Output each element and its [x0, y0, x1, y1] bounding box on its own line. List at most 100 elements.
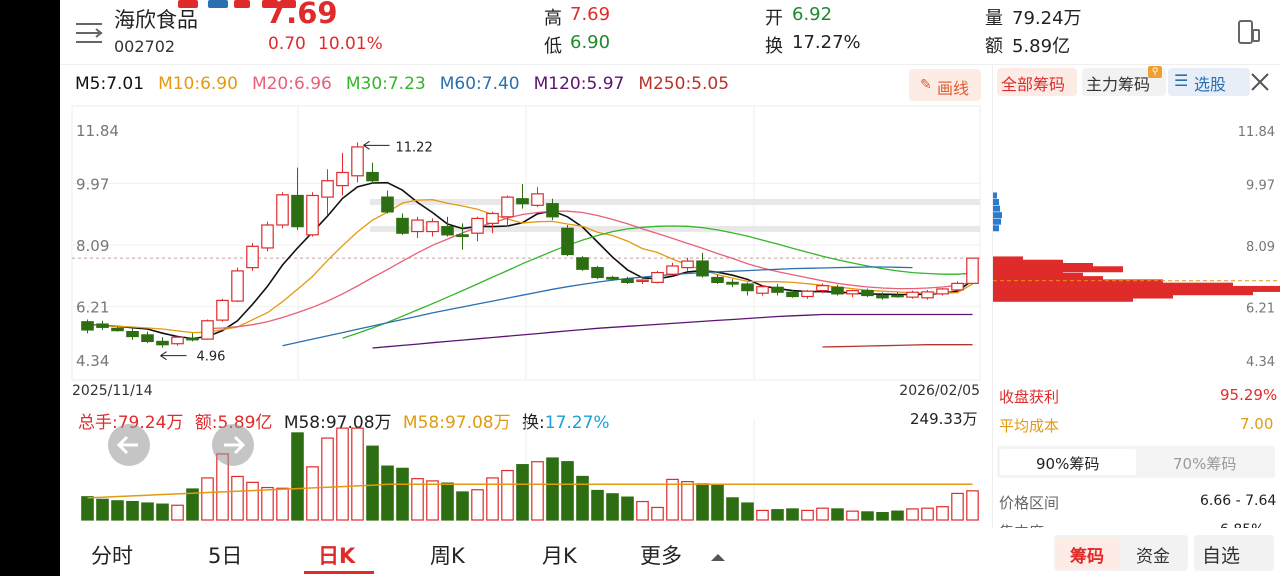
pencil-icon: ✎	[920, 77, 932, 93]
chip-bar	[993, 262, 1093, 269]
candle-body	[801, 290, 814, 298]
candle-body	[456, 234, 469, 238]
volume-bar	[426, 480, 439, 521]
ma-legend-item: M250:5.05	[638, 74, 730, 94]
volume-bar	[876, 512, 889, 521]
volume-bar	[621, 496, 634, 521]
tab-monthly-k[interactable]: 月K	[542, 544, 577, 568]
status-badges	[178, 0, 298, 10]
chip90-label: 90%筹码	[1036, 455, 1100, 473]
tab-select-stock[interactable]: ☰ 选股	[1168, 68, 1250, 96]
volume-bar	[771, 509, 784, 521]
tab-active-underline	[304, 571, 374, 574]
price-axis-label: 11.84	[76, 122, 119, 140]
tab-5day[interactable]: 5日	[208, 544, 243, 568]
candle-body	[711, 276, 724, 283]
ma-legend: M5:7.01 M10:6.90 M20:6.96 M30:7.23 M60:7.40 M…	[75, 74, 743, 94]
chip70-tab[interactable]: 70%筹码	[1137, 449, 1273, 475]
chip-bar	[993, 282, 1233, 289]
candle-body	[261, 224, 274, 249]
chip-bar-blue	[993, 199, 999, 206]
volume-bar	[456, 491, 469, 521]
volume-bar	[651, 506, 664, 521]
candlestick-chart[interactable]: 11.84 9.97 8.09 6.21 4.34 11.22 4.96 2025/11/14…	[60, 104, 990, 404]
header-divider	[60, 64, 1280, 65]
tab-intraday[interactable]: 分时	[91, 544, 133, 568]
candle-body	[741, 283, 754, 292]
volume-bar	[81, 496, 94, 521]
chip-axis-label: 6.21	[1246, 302, 1275, 317]
prev-arrow-button[interactable]	[108, 424, 150, 466]
volume-bar	[291, 432, 304, 521]
phone-switch-icon[interactable]	[1236, 18, 1262, 48]
ma-line-m60	[282, 266, 913, 347]
ma-legend-item: M5:7.01	[75, 74, 145, 94]
chip-pct-switch: 90%筹码 70%筹码	[997, 446, 1275, 478]
draw-line-button[interactable]: ✎ 画线	[909, 69, 981, 101]
date-start: 2025/11/14	[72, 383, 153, 399]
volume-axis-max: 249.33万	[910, 410, 978, 428]
tab-main-chips[interactable]: 主力筹码 ⚲	[1082, 66, 1166, 96]
expand-up-icon[interactable]	[710, 547, 726, 566]
candle-body	[186, 337, 199, 341]
range-value: 6.66 - 7.64	[1200, 493, 1277, 509]
funds-button-label: 资金	[1136, 547, 1170, 567]
ma-legend-item: M30:7.23	[345, 74, 426, 94]
candle-body	[216, 299, 229, 321]
max-marker-arrow	[363, 140, 390, 150]
menu-icon[interactable]	[74, 20, 104, 46]
candle-body	[621, 278, 634, 283]
volume-bar	[936, 506, 949, 521]
volume-bar	[396, 467, 409, 521]
tab-daily-k[interactable]: 日K	[318, 544, 356, 568]
volume-bar	[441, 482, 454, 521]
candle-body	[831, 286, 844, 295]
volume-bar	[201, 477, 214, 521]
ma-line-m30	[342, 225, 973, 339]
list-icon: ☰	[1174, 71, 1189, 90]
chip-bar	[993, 292, 1173, 299]
candle-body	[321, 180, 334, 198]
candle-body	[501, 196, 514, 218]
volume-bar	[666, 478, 679, 521]
volume-bar	[486, 477, 499, 521]
next-arrow-button[interactable]	[212, 424, 254, 466]
chip-bar-blue	[993, 205, 1000, 212]
tab-all-chips[interactable]: 全部筹码	[997, 68, 1077, 96]
chip-bar	[993, 276, 1103, 283]
volume-bar	[111, 500, 124, 521]
volume-bar	[711, 484, 724, 521]
volume-bar	[861, 511, 874, 521]
candle-body	[651, 271, 664, 283]
candle-body	[891, 294, 904, 298]
candle-body	[861, 289, 874, 297]
ma-line-m120	[372, 313, 973, 349]
candle-body	[951, 282, 964, 291]
volume-chart[interactable]	[60, 420, 990, 522]
candle-body	[471, 217, 484, 234]
chips-button[interactable]: 筹码	[1056, 537, 1120, 569]
chip-distribution-chart[interactable]: 11.84 9.97 8.09 6.21 4.34	[993, 104, 1280, 384]
candle-body	[441, 226, 454, 236]
open-value: 6.92	[792, 4, 833, 25]
candle-body	[591, 267, 604, 279]
current-price: 7.69	[266, 0, 338, 30]
volume-bar	[351, 427, 364, 521]
funds-button[interactable]: 资金	[1122, 537, 1186, 569]
ma-legend-item: M10:6.90	[158, 74, 238, 94]
chip-panel-divider	[992, 64, 993, 530]
candle-body	[681, 260, 694, 269]
tab-more[interactable]: 更多	[640, 544, 682, 568]
candle-body	[336, 171, 349, 187]
close-icon[interactable]	[1248, 70, 1272, 94]
chip90-tab[interactable]: 90%筹码	[1000, 449, 1136, 475]
candle-body	[561, 227, 574, 256]
avgcost-value: 7.00	[1240, 415, 1274, 433]
candle-body	[576, 257, 589, 270]
volume-label: 量	[985, 8, 1003, 29]
tab-weekly-k[interactable]: 周K	[430, 544, 465, 568]
custom-button[interactable]: 自选	[1194, 535, 1274, 571]
volume-bar	[831, 508, 844, 521]
volume-bar	[576, 475, 589, 521]
volume-bar	[726, 497, 739, 521]
